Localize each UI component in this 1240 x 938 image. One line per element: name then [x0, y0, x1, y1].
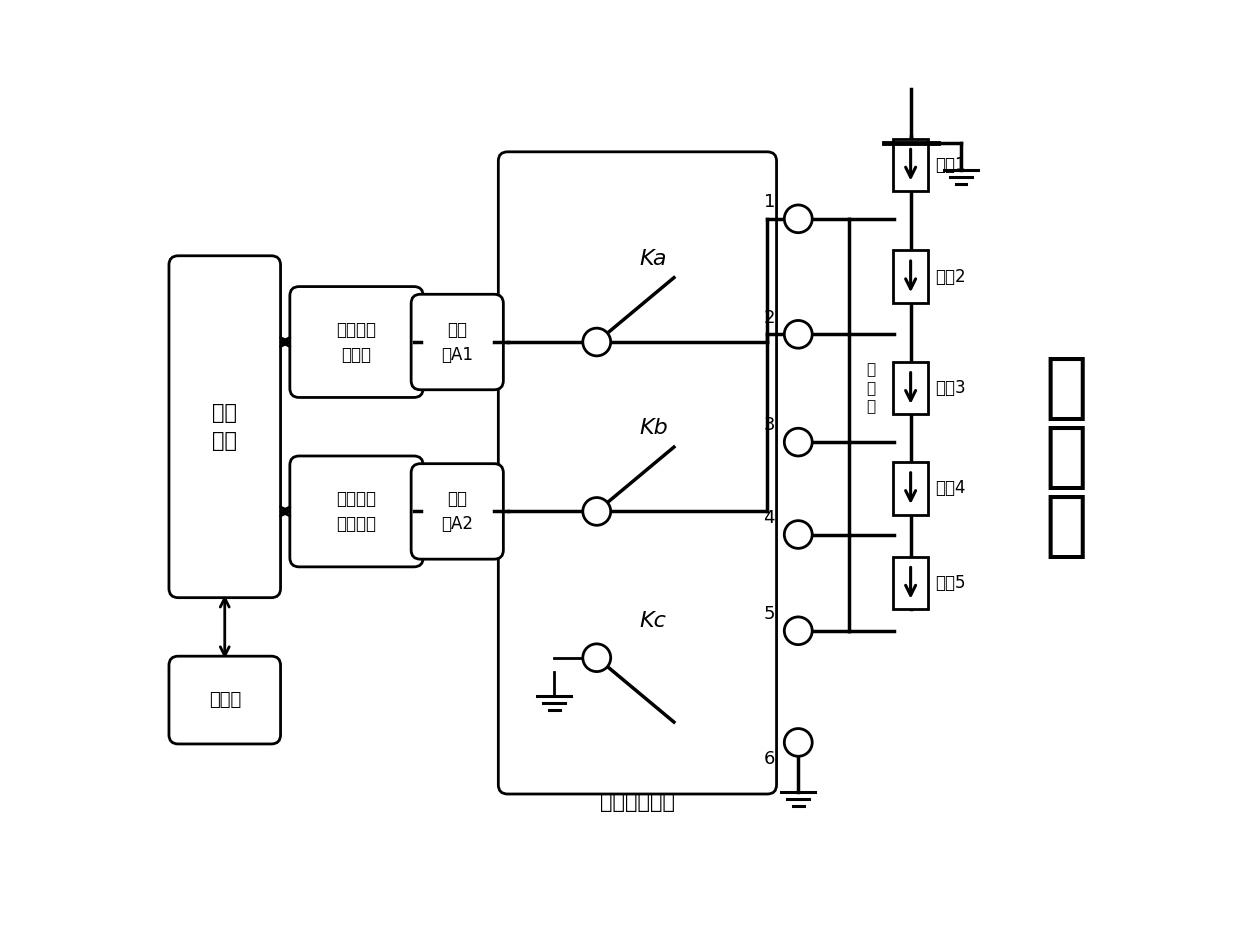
Text: Kb: Kb: [640, 418, 668, 438]
Circle shape: [784, 205, 812, 233]
FancyBboxPatch shape: [290, 456, 423, 567]
Text: Ka: Ka: [640, 249, 667, 269]
Text: 单元1: 单元1: [935, 156, 966, 174]
FancyBboxPatch shape: [169, 657, 280, 744]
FancyBboxPatch shape: [169, 256, 280, 598]
Bar: [893, 250, 928, 303]
Text: 电流
表A1: 电流 表A1: [441, 321, 474, 364]
Text: 单元5: 单元5: [935, 574, 966, 592]
Text: 4: 4: [764, 508, 775, 527]
FancyBboxPatch shape: [412, 463, 503, 559]
Circle shape: [784, 729, 812, 756]
Text: 电流
表A2: 电流 表A2: [441, 490, 474, 533]
Text: 工控机: 工控机: [208, 691, 241, 709]
Text: 单元2: 单元2: [935, 267, 966, 285]
FancyBboxPatch shape: [290, 287, 423, 398]
Circle shape: [784, 617, 812, 644]
Circle shape: [583, 643, 611, 672]
Text: 测
试
线: 测 试 线: [867, 362, 875, 415]
Bar: [893, 362, 928, 415]
Text: 2: 2: [764, 309, 775, 326]
Circle shape: [784, 429, 812, 456]
Circle shape: [583, 328, 611, 356]
Circle shape: [784, 321, 812, 348]
Text: 避
雷
器: 避 雷 器: [1044, 354, 1087, 561]
Circle shape: [583, 497, 611, 525]
Text: 3: 3: [764, 416, 775, 434]
Text: Kc: Kc: [640, 611, 666, 630]
Text: 1: 1: [764, 193, 775, 211]
Bar: [893, 139, 928, 191]
Text: 6: 6: [764, 750, 775, 768]
Text: 正负可调
直流电源: 正负可调 直流电源: [336, 490, 377, 533]
Bar: [893, 462, 928, 515]
Bar: [893, 557, 928, 609]
Text: 单元4: 单元4: [935, 479, 966, 497]
Text: 继电器转接板: 继电器转接板: [600, 792, 675, 811]
Circle shape: [784, 521, 812, 549]
Text: 单元3: 单元3: [935, 379, 966, 397]
FancyBboxPatch shape: [412, 295, 503, 390]
Text: 通讯
模块: 通讯 模块: [212, 402, 237, 451]
FancyBboxPatch shape: [498, 152, 776, 794]
Text: 直流高压
发生器: 直流高压 发生器: [336, 321, 377, 364]
Text: 5: 5: [764, 605, 775, 623]
